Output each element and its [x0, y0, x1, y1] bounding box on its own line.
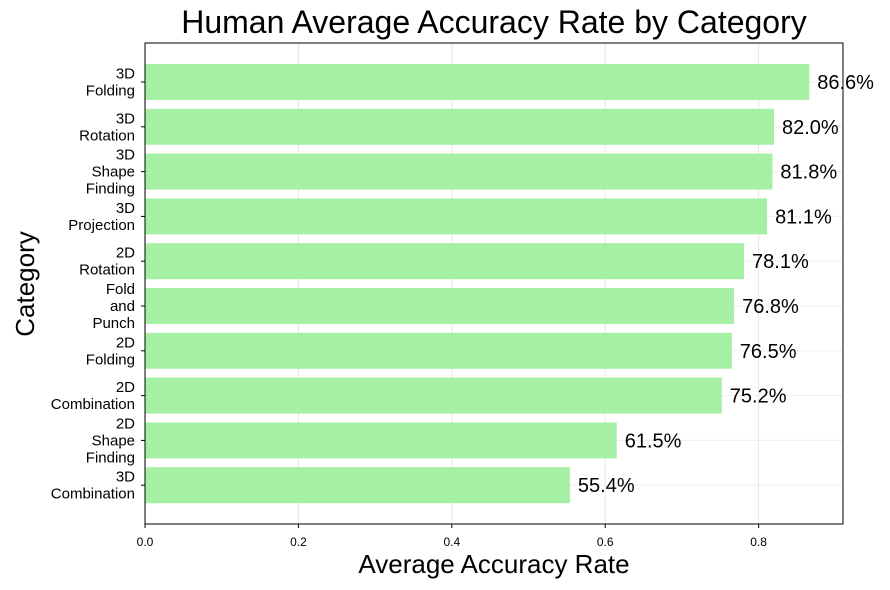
- x-axis-label: Average Accuracy Rate: [358, 549, 629, 579]
- y-tick-label-line: Combination: [51, 396, 135, 413]
- y-tick-label-line: 2D: [116, 334, 135, 351]
- y-tick-label-line: 2D: [116, 379, 135, 396]
- bar-3: [145, 153, 773, 190]
- y-tick-label-line: Rotation: [79, 262, 135, 279]
- y-tick-label-line: Shape: [92, 164, 135, 181]
- bar-value-label: 81.1%: [775, 206, 832, 228]
- y-tick-label-line: 2D: [116, 415, 135, 432]
- bar-value-label: 78.1%: [752, 251, 809, 273]
- bar-value-label: 75.2%: [730, 386, 787, 408]
- y-tick-label: 3D Folding: [86, 66, 135, 100]
- y-tick-label-line: Combination: [51, 486, 135, 503]
- y-tick-label: 3D Combination: [51, 469, 135, 503]
- bar-value-label: 76.8%: [742, 296, 799, 318]
- y-tick-label: 3D Projection: [68, 200, 135, 234]
- bar-10: [145, 467, 570, 504]
- y-tick-label: 2D Shape Finding: [86, 415, 135, 466]
- bar-4: [145, 198, 768, 235]
- data-labels: 86.6% 82.0% 81.8% 81.1% 78.1% 76.8% 76.5% 75.2%…: [578, 72, 874, 497]
- x-tick-label: 0.2: [290, 535, 307, 549]
- bar-7: [145, 332, 732, 369]
- y-tick-label-line: 3D: [116, 66, 135, 83]
- bars: [145, 64, 810, 504]
- y-axis-label: Category: [10, 231, 40, 337]
- bar-8: [145, 377, 722, 414]
- y-tick-label-line: 3D: [116, 469, 135, 486]
- bar-value-label: 55.4%: [578, 475, 635, 497]
- plot-frame: [144, 42, 844, 525]
- bar-value-label: 86.6%: [817, 72, 874, 94]
- x-tick-label: 0.4: [443, 535, 460, 549]
- y-tick-label-line: Punch: [92, 315, 135, 332]
- y-tick-label: 2D Folding: [86, 334, 135, 368]
- y-tick-label-line: Shape: [92, 432, 135, 449]
- y-tick-label: 3D Shape Finding: [86, 147, 135, 198]
- bar-2: [145, 108, 774, 145]
- chart-title: Human Average Accuracy Rate by Category: [181, 4, 807, 40]
- bar-5: [145, 243, 745, 280]
- y-tick-label-line: Folding: [86, 83, 135, 100]
- y-tick-label: 3D Rotation: [79, 110, 135, 144]
- bar-value-label: 81.8%: [780, 162, 837, 184]
- y-tick-label-line: Folding: [86, 351, 135, 368]
- x-tick-label: 0.6: [597, 535, 614, 549]
- bar-value-label: 82.0%: [782, 117, 839, 139]
- bar-value-label: 76.5%: [740, 341, 797, 363]
- y-tick-label-line: and: [110, 298, 135, 315]
- bar-1: [145, 64, 810, 100]
- y-tick-label: Fold and Punch: [92, 281, 135, 332]
- plot-area: 86.6% 82.0% 81.8% 81.1% 78.1% 76.8% 76.5% 75.2%…: [144, 42, 874, 525]
- bar-value-label: 61.5%: [625, 430, 682, 452]
- y-tick-label: 2D Combination: [51, 379, 135, 413]
- x-tick-label: 0.0: [137, 535, 154, 549]
- y-tick-label-line: 2D: [116, 245, 135, 262]
- x-axis: 0.0 0.2 0.4 0.6 0.8: [137, 524, 767, 549]
- y-tick-label-line: Fold: [106, 281, 135, 298]
- x-tick-label: 0.8: [750, 535, 767, 549]
- y-tick-label-line: 3D: [116, 147, 135, 164]
- y-tick-label-line: 3D: [116, 200, 135, 217]
- y-tick-label-line: Finding: [86, 181, 135, 198]
- y-tick-label-line: 3D: [116, 110, 135, 127]
- bar-9: [145, 422, 617, 459]
- y-tick-label-line: Rotation: [79, 127, 135, 144]
- y-tick-label: 2D Rotation: [79, 245, 135, 279]
- bar-6: [145, 288, 735, 324]
- y-tick-label-line: Finding: [86, 449, 135, 466]
- y-tick-label-line: Projection: [68, 217, 135, 234]
